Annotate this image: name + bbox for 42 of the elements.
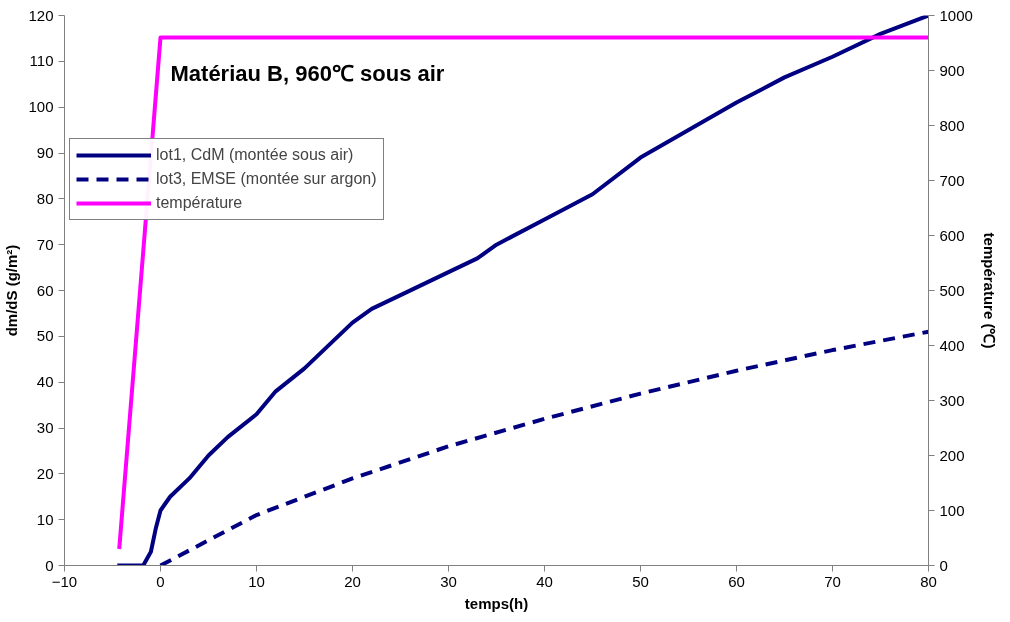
y2-tick-label: 700 [939,171,965,189]
y2-tick-label: 600 [939,226,965,244]
x-tick-label: −10 [51,572,78,590]
legend-label: lot1, CdM (montée sous air) [156,146,354,164]
x-tick-label: 10 [248,572,265,590]
y-tick-label: 60 [36,281,54,299]
y2-tick-label: 1000 [939,6,973,24]
y-tick-label: 110 [29,52,54,70]
y-tick-label: 0 [45,556,54,574]
y-tick-label: 100 [28,98,54,116]
y-tick-label: 50 [36,327,54,345]
x-tick-label: 0 [156,572,165,590]
y2-axis-title: température (℃) [980,232,998,349]
x-axis-title: temps(h) [464,594,529,612]
y2-tick-label: 200 [939,446,965,464]
text: Matériau B, 960℃ sous air [170,60,445,86]
y2-tick-label: 300 [939,391,965,409]
y-tick-label: 10 [36,510,54,528]
x-tick-label: 20 [344,572,361,590]
y-tick-label: 30 [36,419,54,436]
x-tick-label: 70 [824,572,841,590]
y-axis-title: dm/dS (g/m²) [3,244,21,337]
line-series [158,329,929,566]
legend-label: température [156,194,243,212]
x-tick-label: 60 [728,572,745,590]
y-tick-label: 40 [36,373,54,391]
y2-tick-label: 100 [939,501,965,519]
x-tick-label: 50 [632,572,649,590]
y-tick-label: 90 [36,144,54,161]
y2-tick-label: 500 [939,281,965,299]
x-tick-label: 40 [536,572,553,590]
x-tick-label: 30 [440,572,457,590]
y2-tick-label: 400 [939,336,965,354]
y-tick-label: 120 [28,6,54,24]
y-tick-label: 20 [36,464,54,482]
y2-tick-label: 900 [939,61,965,79]
y2-tick-label: 0 [939,556,948,574]
y-tick-label: 80 [36,189,54,207]
y2-tick-label: 800 [939,116,965,134]
legend-label: lot3, EMSE (montée sur argon) [156,170,377,188]
x-tick-label: 80 [920,572,937,590]
y-tick-label: 70 [36,235,54,253]
